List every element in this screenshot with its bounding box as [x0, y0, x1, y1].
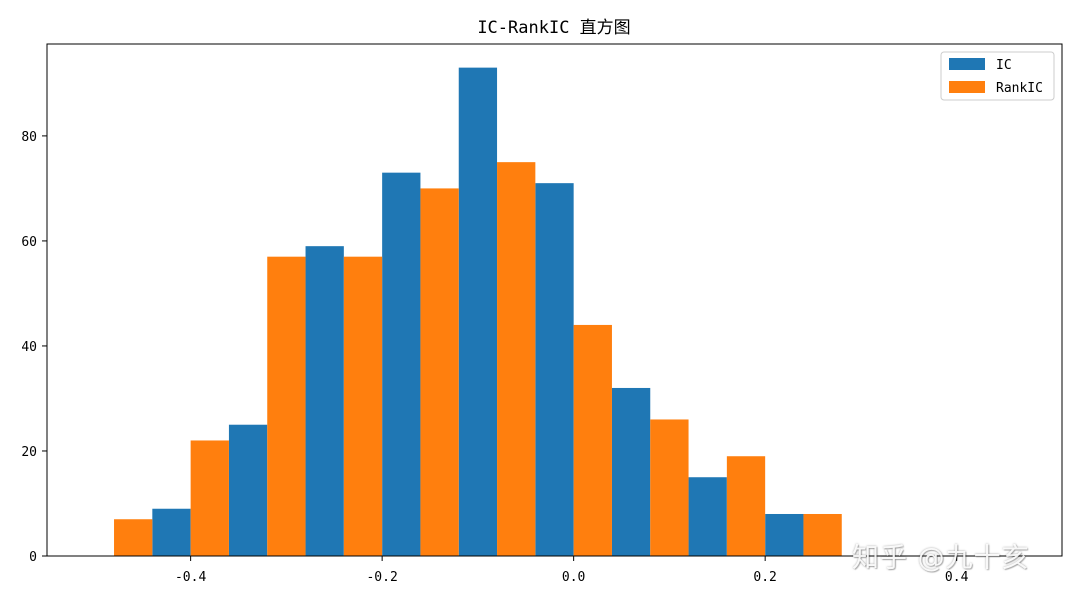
bar-rankic-7	[650, 419, 689, 556]
bar-rankic-4	[420, 188, 459, 556]
bar-rankic-6	[573, 324, 612, 556]
legend-label-rankic: RankIC	[996, 81, 1043, 96]
y-tick-label: 80	[21, 130, 37, 145]
legend: IC RankIC	[940, 51, 1055, 101]
bars-layer	[114, 67, 842, 557]
legend-swatch-ic	[949, 58, 985, 70]
bar-ic-6	[535, 183, 574, 556]
bar-rankic-3	[343, 256, 383, 556]
y-tick-label: 20	[21, 445, 37, 460]
plot-frame	[46, 43, 1063, 557]
y-tick-label: 40	[21, 340, 37, 355]
bar-rankic-5	[497, 162, 536, 556]
bar-ic-3	[305, 246, 344, 557]
chart-title: IC-RankIC 直方图	[477, 18, 630, 38]
bar-ic-2	[228, 424, 268, 556]
x-tick-label: 0.2	[753, 570, 776, 585]
bar-rankic-8	[726, 456, 766, 556]
x-tick-label: -0.2	[366, 570, 397, 585]
bar-rankic-2	[267, 256, 306, 556]
legend-label-ic: IC	[996, 58, 1012, 73]
x-tick-label: 0.0	[562, 570, 585, 585]
bar-ic-9	[765, 513, 804, 556]
x-tick-label: 0.4	[945, 570, 969, 585]
bar-ic-5	[458, 67, 498, 556]
ticks-layer: -0.4 -0.2 0.0 0.2 0.4 0 20 40 60 80	[21, 130, 968, 585]
bar-rankic-9	[803, 513, 842, 556]
bar-ic-8	[688, 477, 727, 556]
y-tick-label: 60	[21, 235, 37, 250]
legend-swatch-rankic	[949, 81, 985, 93]
bar-ic-1	[152, 508, 191, 556]
bar-rankic-1	[190, 440, 229, 556]
bar-ic-7	[611, 387, 651, 556]
x-tick-label: -0.4	[175, 570, 206, 585]
bar-rankic-0	[114, 519, 153, 556]
y-tick-label: 0	[29, 550, 37, 565]
watermark: 知乎 @九十亥	[852, 543, 1030, 574]
bar-ic-4	[382, 172, 421, 556]
